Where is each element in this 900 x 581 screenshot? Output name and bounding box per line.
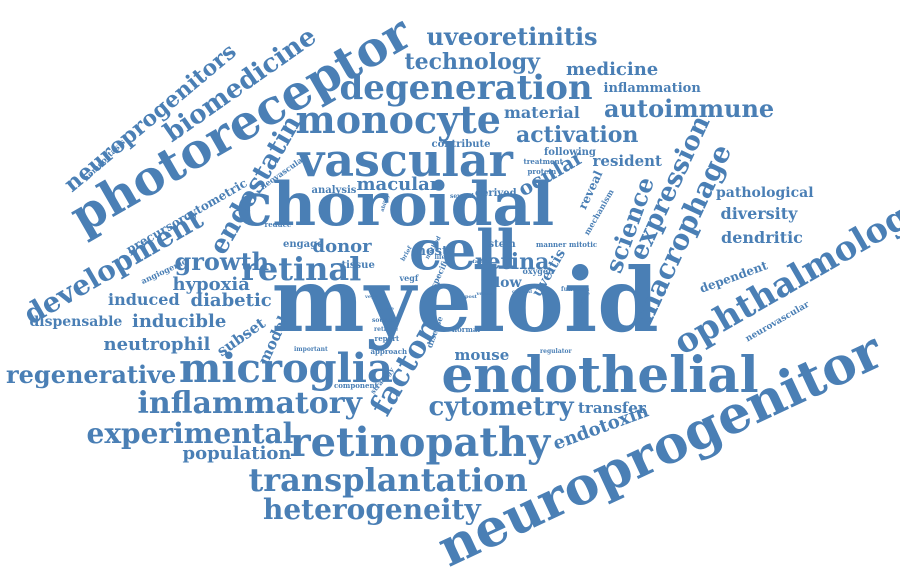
word-technology: technology <box>404 49 540 75</box>
word-tissue: tissue <box>341 260 375 271</box>
word-host: host <box>416 243 448 259</box>
word-oxygen: oxygen <box>522 266 554 276</box>
word-choroidal: choroidal <box>236 170 555 240</box>
word-microglia: microglia <box>179 345 393 392</box>
word-fate: fate <box>472 258 484 265</box>
word-diversity: diversity <box>720 204 798 223</box>
word-inflammation: inflammation <box>603 80 701 96</box>
word-important: important <box>294 346 328 353</box>
word-post: post <box>465 293 477 300</box>
word-life: life <box>434 254 446 261</box>
word-vessel: vessel <box>476 290 494 297</box>
word-pathological: pathological <box>716 185 814 201</box>
word-medicine: medicine <box>566 59 659 80</box>
word-component: component <box>334 380 378 390</box>
word-degeneration: degeneration <box>339 68 593 108</box>
word-vegfr: vegfr <box>365 293 380 300</box>
word-activation: activation <box>516 122 639 148</box>
word-retinae: retinae <box>374 326 399 333</box>
word-normal: normal <box>452 324 481 334</box>
word-uveoretinitis: uveoretinitis <box>426 22 598 51</box>
word-neutrophil: neutrophil <box>103 334 211 355</box>
word-dispensable: dispensable <box>29 314 123 330</box>
word-regulator: regulator <box>540 348 572 355</box>
word-resident: resident <box>592 151 662 170</box>
word-retinal: retinal <box>241 250 362 288</box>
word-approach: approach <box>370 346 408 356</box>
word-several: several <box>450 193 474 200</box>
word-transplantation: transplantation <box>248 461 528 499</box>
word-transfer: transfer <box>578 398 646 417</box>
word-population: population <box>182 443 292 464</box>
word-autoimmune: autoimmune <box>604 94 775 123</box>
word-retina: retina <box>475 249 550 275</box>
word-following: following <box>544 147 596 158</box>
word-regenerative: regenerative <box>6 360 177 389</box>
word-induced: induced <box>108 290 180 309</box>
word-reduce: reduce <box>264 219 292 229</box>
word-macular: macular <box>356 174 440 195</box>
word-monocyte: monocyte <box>295 97 501 142</box>
word-material: material <box>504 103 580 122</box>
word-report: report <box>374 333 400 343</box>
word-growth: growth <box>174 247 270 276</box>
word-myeloid: myeloid <box>271 248 659 352</box>
word-cytometry: cytometry <box>428 392 574 422</box>
word-vascular: vascular <box>297 133 513 187</box>
word-derived: derived <box>475 188 517 199</box>
word-vegf: vegf <box>399 273 419 283</box>
word-experimental: experimental <box>86 417 294 450</box>
word-stem: stem <box>488 239 516 250</box>
word-endothelial: endothelial <box>441 345 759 404</box>
word-engage: engage <box>283 239 324 250</box>
word-inflammatory: inflammatory <box>137 386 363 421</box>
word-cause: cause <box>378 305 394 312</box>
word-contribute: contribute <box>431 139 491 150</box>
word-inducible: inducible <box>132 311 227 332</box>
word-function: function <box>561 286 590 293</box>
word-protein: protein <box>527 166 557 176</box>
word-manner: manner <box>536 239 567 249</box>
word-donor: donor <box>312 236 372 257</box>
word-analysis: analysis <box>311 185 357 196</box>
word-flow: flow <box>490 275 522 291</box>
word-dendritic: dendritic <box>721 228 803 247</box>
word-treatment: treatment <box>523 156 563 166</box>
word-critical: critical <box>512 288 532 295</box>
word-retinopathy: retinopathy <box>289 419 551 466</box>
word-heterogeneity: heterogeneity <box>263 493 481 526</box>
word-source: source <box>372 317 395 324</box>
word-hypoxia: hypoxia <box>172 274 250 295</box>
word-diabetic: diabetic <box>190 290 272 311</box>
word-mitotic: mitotic <box>569 239 598 249</box>
word-cell: cell <box>409 218 518 282</box>
word-mouse: mouse <box>454 345 510 364</box>
